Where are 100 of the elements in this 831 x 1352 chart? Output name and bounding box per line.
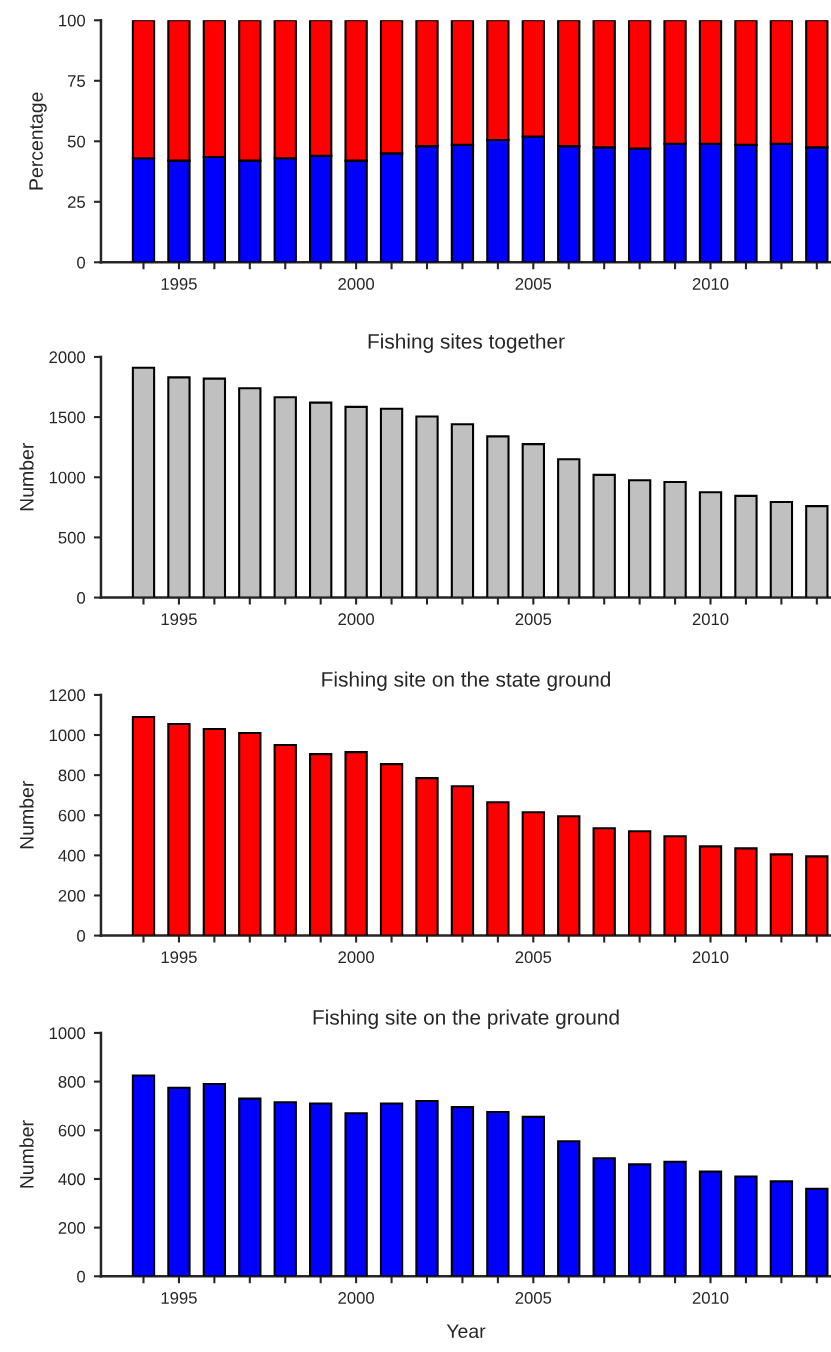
bar: [557, 815, 581, 936]
x-tick-label: 2000: [338, 613, 375, 626]
y-tick-label: 0: [77, 256, 86, 269]
bar: [238, 731, 262, 936]
bar: [698, 1170, 723, 1277]
y-tick-label: 1500: [49, 411, 86, 424]
bar: [167, 722, 191, 936]
bar: [415, 777, 439, 936]
x-axis-title: Year: [446, 1324, 486, 1339]
bar: [131, 366, 156, 598]
bar: [273, 1101, 297, 1277]
bar: [769, 853, 794, 936]
x-tick-label: 2010: [692, 951, 729, 964]
bar: [167, 1086, 191, 1277]
y-tick-label: 25: [67, 196, 85, 208]
bar: [273, 744, 297, 936]
x-tick-label: 2000: [338, 278, 375, 290]
x-tick-label: 2005: [515, 1292, 552, 1304]
bar: [167, 376, 191, 598]
bar: [663, 481, 687, 598]
y-tick-label: 1000: [49, 1027, 86, 1040]
bar: [557, 458, 581, 598]
x-tick-label: 2005: [515, 613, 552, 626]
bar: [344, 405, 368, 598]
y-tick-label: 600: [58, 809, 86, 822]
bar: [663, 1160, 687, 1277]
bar: [698, 491, 723, 598]
x-tick-label: 2010: [692, 613, 729, 626]
bar: [450, 1106, 475, 1277]
bar: [627, 1163, 652, 1277]
y-tick-label: 0: [77, 591, 86, 604]
y-tick-label: 800: [58, 1076, 86, 1088]
chart-title: Fishing site on the state ground: [322, 671, 610, 691]
y-tick-label: 1000: [49, 471, 86, 484]
bar: [238, 387, 262, 598]
bar: [309, 753, 333, 936]
x-tick-label: 2010: [692, 1292, 729, 1304]
bar: [309, 401, 333, 598]
bar: [450, 423, 475, 598]
bar: [521, 811, 545, 936]
y-tick-label: 500: [58, 531, 86, 544]
y-tick-label: 0: [77, 1270, 86, 1283]
x-tick-label: 1995: [161, 1292, 197, 1304]
bar: [486, 801, 510, 936]
bar: [805, 855, 829, 936]
y-tick-label: 600: [58, 1124, 86, 1137]
bar: [769, 1180, 794, 1277]
y-axis-title: Number: [19, 1120, 34, 1188]
y-tick-label: 200: [58, 1222, 86, 1234]
y-tick-label: 800: [58, 769, 86, 782]
y-tick-label: 2000: [49, 351, 86, 364]
x-tick-label: 2000: [338, 951, 375, 964]
bar: [309, 1102, 333, 1277]
y-tick-label: 50: [67, 135, 86, 148]
bar: [592, 1157, 616, 1277]
y-tick-label: 400: [58, 849, 86, 862]
bar: [627, 830, 652, 936]
x-tick-label: 2005: [515, 951, 552, 964]
bar: [734, 494, 758, 598]
y-tick-label: 75: [68, 75, 85, 87]
x-tick-label: 1995: [161, 278, 197, 290]
y-tick-label: 0: [77, 929, 86, 942]
bar: [379, 763, 404, 936]
bar: [344, 1112, 368, 1277]
chart-title: Fishing site on the private ground: [313, 1009, 619, 1029]
y-tick-label: 400: [58, 1173, 86, 1186]
y-axis-title: Number: [19, 781, 34, 849]
bar: [238, 1097, 262, 1277]
bar: [521, 1115, 545, 1277]
bar: [805, 505, 829, 598]
x-tick-label: 2005: [515, 278, 552, 290]
bar: [734, 847, 758, 936]
bar: [663, 835, 687, 936]
bar: [131, 1074, 156, 1277]
bar: [627, 479, 652, 598]
y-axis-title: Number: [19, 443, 34, 511]
bar: [486, 435, 510, 598]
bar: [805, 1187, 829, 1277]
x-tick-label: 1995: [161, 951, 197, 964]
bar: [592, 827, 616, 936]
x-tick-label: 1995: [161, 613, 197, 626]
bar: [769, 500, 794, 598]
bar: [698, 845, 723, 936]
bar: [450, 785, 475, 936]
y-tick-label: 1000: [49, 729, 86, 742]
bar: [734, 1175, 758, 1277]
bar: [131, 715, 156, 936]
bar: [415, 415, 439, 598]
y-axis-title: Percentage: [29, 92, 47, 190]
x-tick-label: 2000: [338, 1292, 375, 1304]
bar: [202, 1082, 227, 1277]
y-tick-label: 200: [58, 889, 86, 902]
x-tick-label: 2010: [692, 278, 729, 290]
y-tick-label: 100: [59, 14, 86, 27]
bar: [202, 727, 227, 936]
chart-title: Fishing sites together: [368, 333, 565, 353]
bar: [344, 751, 368, 936]
y-tick-label: 1200: [49, 689, 86, 702]
bar: [379, 1102, 404, 1277]
bar: [415, 1100, 439, 1277]
